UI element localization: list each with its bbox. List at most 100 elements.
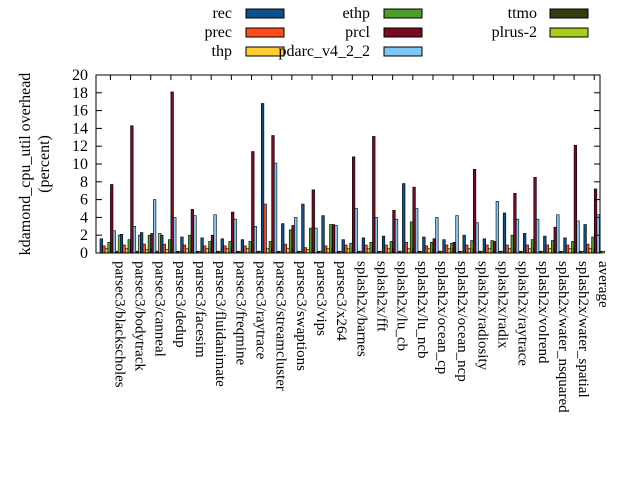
bar-rec (402, 183, 406, 254)
bar-pdarc_v4_2_2 (193, 215, 197, 254)
bar-prcl (271, 135, 275, 254)
bar-thp (145, 249, 149, 254)
bar-thp (266, 248, 270, 254)
bar-thp (568, 248, 572, 254)
bar-rec (281, 223, 285, 254)
bar-pdarc_v4_2_2 (536, 218, 540, 254)
bar-thp (185, 248, 189, 254)
bar-pdarc_v4_2_2 (415, 208, 419, 254)
bar-thp (508, 248, 512, 254)
legend-swatch-ttmo (549, 8, 589, 19)
bar-rec (523, 233, 527, 254)
legend-label-prec: prec (204, 24, 232, 41)
bar-prec (223, 245, 227, 254)
bar-pdarc_v4_2_2 (253, 226, 258, 254)
x-tick-label: splash2x/radiosity (474, 261, 490, 371)
bar-prec (586, 243, 590, 254)
bar-thp (246, 248, 250, 254)
bar-pdarc_v4_2_2 (233, 218, 237, 254)
bar-pdarc_v4_2_2 (132, 226, 137, 254)
bar-prcl (130, 125, 134, 254)
bar-thp (306, 249, 310, 254)
bar-prec (142, 243, 146, 254)
bar-rec (462, 234, 466, 254)
bar-pdarc_v4_2_2 (435, 217, 439, 254)
bar-rec (543, 235, 547, 254)
bar-pdarc_v4_2_2 (273, 162, 278, 254)
bar-thp (407, 248, 411, 254)
bar-prec (324, 245, 328, 254)
y-tick-label: 20 (72, 67, 88, 84)
bar-rec (482, 238, 486, 254)
x-tick-label: parsec3/blackscholes (111, 261, 127, 388)
bar-thp (125, 248, 129, 254)
bar-thp (487, 248, 492, 254)
bar-rec (361, 237, 365, 254)
bar-thp (205, 248, 209, 254)
bar-prec (243, 245, 247, 254)
y-tick-label: 16 (72, 103, 88, 120)
bar-pdarc_v4_2_2 (394, 218, 399, 254)
bar-rec (301, 203, 305, 254)
bar-prcl (412, 186, 416, 254)
bar-prec (162, 243, 166, 254)
y-tick-label: 4 (80, 209, 88, 226)
bar-prec (445, 244, 449, 254)
x-tick-label: splash2x/fft (373, 261, 389, 332)
bar-pdarc_v4_2_2 (495, 201, 499, 254)
bar-pdarc_v4_2_2 (374, 217, 378, 254)
bar-pdarc_v4_2_2 (576, 220, 580, 254)
bar-thp (427, 248, 431, 254)
x-tick-label: splash2x/lu_ncb (414, 261, 430, 359)
bar-rec (260, 103, 265, 254)
bar-rec (442, 239, 446, 254)
x-tick-label: parsec3/streamcluster (273, 261, 289, 391)
bar-prec (303, 247, 308, 254)
bar-prcl (372, 136, 376, 254)
bar-rec (321, 215, 325, 254)
bar-prec (424, 245, 429, 254)
x-tick-label: parsec3/raytrace (253, 261, 269, 360)
bar-rec (502, 212, 507, 254)
bar-prcl (472, 169, 477, 254)
legend-swatch-prcl (383, 27, 423, 38)
x-tick-label: splash2x/lu_cb (394, 261, 410, 351)
bar-prec (364, 244, 368, 254)
bar-pdarc_v4_2_2 (153, 199, 157, 254)
bar-pdarc_v4_2_2 (455, 215, 459, 254)
bar-prec (344, 244, 348, 254)
bar-rec (220, 238, 224, 254)
bar-thp (467, 248, 471, 254)
bar-rec (422, 236, 426, 254)
bar-prec (203, 245, 207, 254)
x-tick-label: parsec3/swaptions (293, 261, 309, 371)
x-tick-label: parsec3/x264 (333, 261, 349, 341)
x-tick-label: parsec3/canneal (152, 261, 168, 357)
x-tick-label: splash2x/water_spatial (575, 261, 591, 398)
bar-prec (122, 244, 126, 254)
bar-thp (387, 248, 391, 254)
y-tick-label: 12 (72, 138, 88, 155)
x-tick-label: splash2x/volrend (535, 261, 551, 364)
y-axis-unit-label: (percent) (36, 135, 53, 193)
bar-pdarc_v4_2_2 (354, 208, 358, 254)
bars (99, 91, 605, 254)
bar-prcl (533, 177, 537, 254)
bar-prec (263, 203, 267, 254)
bar-thp (286, 248, 290, 254)
bar-pdarc_v4_2_2 (314, 227, 318, 254)
legend-swatch-ethp (383, 8, 423, 19)
bar-prcl (513, 193, 517, 254)
x-tick-label: parsec3/fluidanimate (212, 261, 228, 387)
x-tick-label: splash2x/water_nsquared (555, 261, 571, 413)
legend-label-plrus-2: plrus-2 (492, 24, 537, 41)
bar-prec (182, 244, 187, 254)
bar-thp (588, 248, 592, 254)
bar-rec (240, 239, 245, 254)
bar-rec (583, 224, 587, 254)
bar-pdarc_v4_2_2 (334, 225, 338, 254)
bar-prec (545, 244, 550, 254)
bar-pdarc_v4_2_2 (294, 217, 298, 254)
legend-label-pdarc_v4_2_2: pdarc_v4_2_2 (278, 43, 370, 60)
